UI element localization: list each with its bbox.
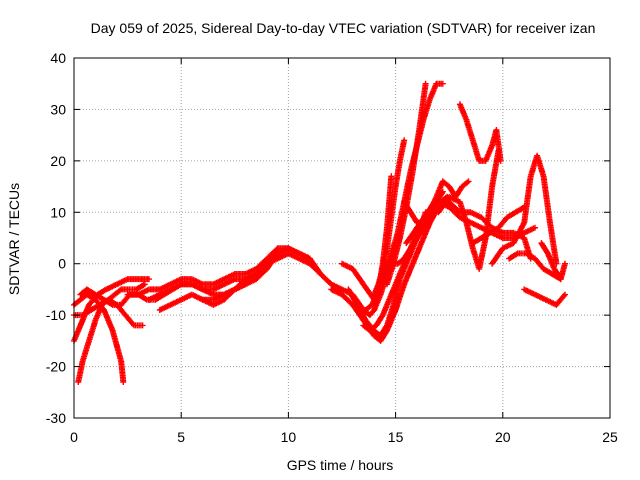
series-track-25 bbox=[469, 204, 528, 247]
data-point-markers bbox=[489, 152, 560, 267]
x-tick-label: 5 bbox=[177, 429, 185, 445]
series-track-15 bbox=[354, 193, 451, 344]
y-tick-label: -30 bbox=[46, 410, 66, 426]
data-points bbox=[71, 80, 568, 385]
data-point-markers bbox=[456, 101, 504, 164]
series-track-17 bbox=[371, 137, 408, 298]
data-point-markers bbox=[384, 80, 429, 288]
grid-lines bbox=[74, 58, 610, 418]
y-tick-label: 20 bbox=[50, 153, 66, 169]
data-point-markers bbox=[371, 137, 408, 298]
x-tick-label: 15 bbox=[388, 429, 404, 445]
y-tick-label: 40 bbox=[50, 50, 66, 66]
axis-ticks: 0 5 10 15 20 25 -30 -20 -10 0 10 20 30 40 bbox=[46, 50, 618, 445]
y-tick-label: 10 bbox=[50, 204, 66, 220]
y-tick-label: 30 bbox=[50, 101, 66, 117]
y-axis-label: SDTVAR / TECUs bbox=[6, 183, 22, 295]
y-tick-label: -20 bbox=[46, 359, 66, 375]
y-tick-label: -10 bbox=[46, 307, 66, 323]
series-track-19 bbox=[384, 80, 429, 288]
data-point-markers bbox=[469, 204, 528, 247]
series-track-29 bbox=[538, 240, 568, 283]
series-track-24 bbox=[456, 101, 504, 164]
series-track-28 bbox=[521, 286, 568, 308]
chart-title: Day 059 of 2025, Sidereal Day-to-day VTE… bbox=[91, 20, 596, 36]
series-track-27 bbox=[506, 250, 564, 283]
series-track-26 bbox=[489, 152, 560, 267]
data-point-markers bbox=[506, 250, 564, 283]
x-axis-label: GPS time / hours bbox=[287, 457, 394, 473]
y-tick-label: 0 bbox=[58, 256, 66, 272]
data-point-markers bbox=[521, 286, 568, 308]
x-tick-label: 10 bbox=[281, 429, 297, 445]
plot-area bbox=[73, 57, 611, 419]
x-tick-label: 20 bbox=[495, 429, 511, 445]
data-point-markers bbox=[538, 240, 568, 283]
data-point-markers bbox=[354, 193, 451, 344]
x-tick-label: 0 bbox=[70, 429, 78, 445]
x-tick-label: 25 bbox=[602, 429, 618, 445]
